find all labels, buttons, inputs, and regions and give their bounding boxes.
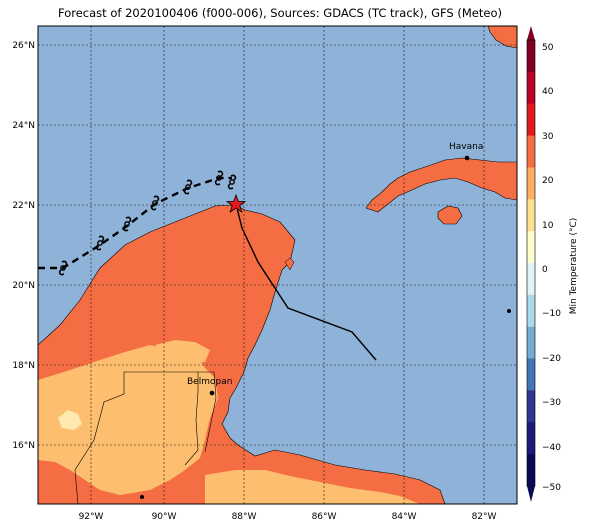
lon-label: 92°W xyxy=(79,512,104,522)
lat-label: 24°N xyxy=(12,121,35,131)
city-label-havana: Havana xyxy=(449,142,483,152)
colorbar-block xyxy=(527,71,535,105)
colorbar-block xyxy=(527,422,535,455)
colorbar-tick: 0 xyxy=(542,265,548,275)
cozumel-island xyxy=(284,257,295,271)
colorbar: 50 40 30 20 10 0 −10 −20 −30 −40 −50 Min… xyxy=(526,26,579,502)
lat-label: 22°N xyxy=(12,201,35,211)
colorbar-tick: 30 xyxy=(542,132,554,142)
colorbar-block xyxy=(527,326,535,360)
map-frame xyxy=(37,25,518,505)
country-borders xyxy=(74,371,217,504)
longitude-axis: 92°W 90°W 88°W 86°W 84°W 82°W xyxy=(79,512,497,522)
colorbar-tick: −20 xyxy=(542,354,561,364)
map-title: Forecast of 2020100406 (f000-006), Sourc… xyxy=(58,6,502,20)
colorbar-top-arrow xyxy=(527,26,535,40)
colorbar-tick: −30 xyxy=(542,398,561,408)
colorbar-blocks xyxy=(527,40,535,487)
city-dot xyxy=(140,495,144,499)
colorbar-tick: 20 xyxy=(542,176,554,186)
colorbar-block xyxy=(527,358,535,391)
star-icon xyxy=(225,193,247,213)
colorbar-block xyxy=(527,40,535,73)
colorbar-block xyxy=(527,103,535,137)
lat-label: 20°N xyxy=(12,281,35,291)
florida-tip xyxy=(487,26,517,49)
colorbar-block xyxy=(527,167,535,200)
city-label-belmopan: Belmopan xyxy=(187,377,232,387)
colorbar-block xyxy=(527,231,535,264)
colorbar-label: Min Temperature (°C) xyxy=(569,218,579,315)
colorbar-tick: −50 xyxy=(542,483,561,493)
colorbar-tick: −10 xyxy=(542,309,561,319)
city-dot xyxy=(507,309,511,313)
lon-label: 90°W xyxy=(152,512,177,522)
lon-label: 82°W xyxy=(472,512,497,522)
colorbar-outline xyxy=(526,39,536,487)
colorbar-bottom-arrow xyxy=(527,486,535,502)
lat-label: 18°N xyxy=(12,361,35,371)
mild-temperature-zone-east xyxy=(205,470,420,504)
lon-label: 86°W xyxy=(312,512,337,522)
lon-label: 88°W xyxy=(232,512,257,522)
colorbar-tick: 10 xyxy=(542,221,554,231)
latitude-axis: 26°N 24°N 22°N 20°N 18°N 16°N xyxy=(12,41,35,451)
colorbar-tick: −40 xyxy=(542,443,561,453)
colorbar-block xyxy=(527,199,535,232)
lat-label: 26°N xyxy=(12,41,35,51)
colorbar-block xyxy=(527,454,535,487)
colorbar-tick: 50 xyxy=(542,43,554,53)
cuba-landmass xyxy=(365,157,517,213)
colorbar-block xyxy=(527,294,535,328)
colorbar-tick: 40 xyxy=(542,87,554,97)
colorbar-block xyxy=(527,135,535,168)
colorbar-block xyxy=(527,390,535,423)
lon-label: 84°W xyxy=(392,512,417,522)
city-dot-havana xyxy=(464,155,470,161)
island xyxy=(437,205,463,225)
forecast-track xyxy=(235,203,377,361)
colorbar-block xyxy=(527,263,535,296)
cool-temperature-zone xyxy=(58,410,82,430)
mild-temperature-zone-coast xyxy=(155,340,210,362)
city-dot-belmopan xyxy=(209,390,215,396)
lat-label: 16°N xyxy=(12,441,35,451)
